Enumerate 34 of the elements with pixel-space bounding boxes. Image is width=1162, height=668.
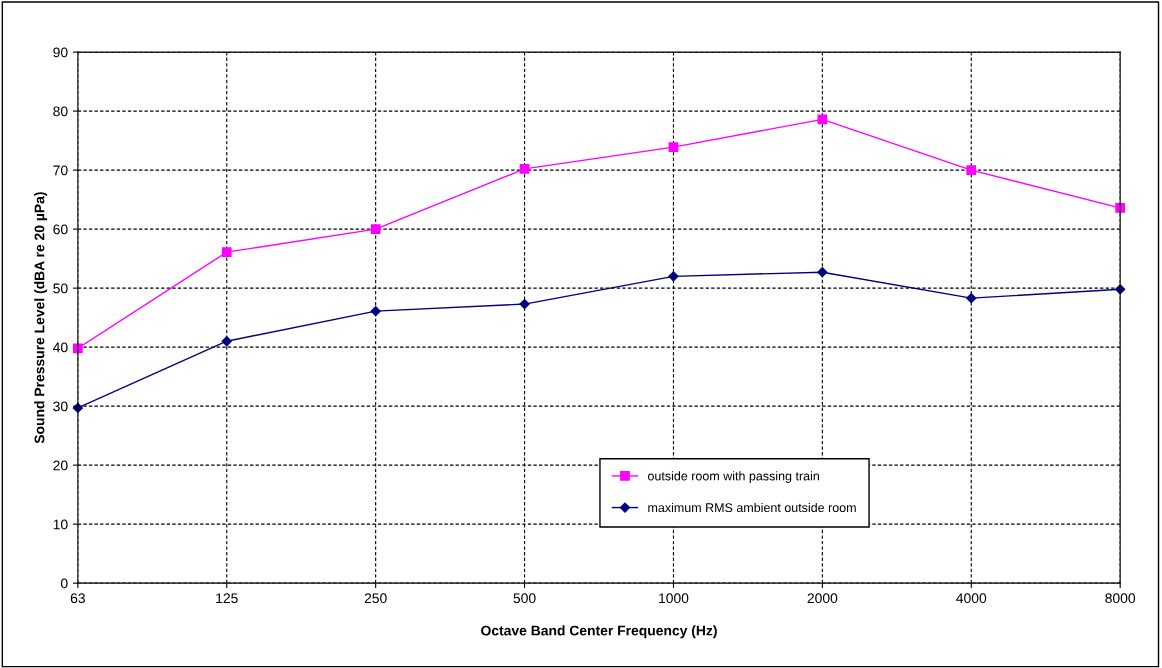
point	[370, 306, 381, 317]
x-tick-label: 250	[364, 593, 387, 604]
legend-label: maximum RMS ambient outside room	[648, 502, 856, 513]
point	[519, 298, 530, 310]
y-tick-label: 30	[53, 401, 68, 412]
point	[668, 271, 679, 282]
point	[1115, 203, 1126, 213]
y-tick-label: 60	[53, 224, 68, 235]
y-axis-title: Sound Pressure Level (dBA re 20 µPa)	[34, 192, 48, 444]
point	[966, 293, 977, 304]
x-tick-label: 2000	[807, 593, 838, 604]
point	[221, 336, 232, 347]
y-tick-label: 50	[53, 283, 68, 294]
y-tick-label: 90	[53, 47, 68, 58]
point	[966, 165, 977, 175]
y-tick-label: 40	[53, 342, 68, 353]
x-tick-label: 63	[70, 593, 85, 604]
point	[817, 267, 828, 278]
x-axis-title: Octave Band Center Frequency (Hz)	[481, 625, 717, 639]
x-tick-label: 8000	[1105, 593, 1136, 604]
point	[221, 247, 232, 257]
x-tick-label: 1000	[659, 593, 689, 604]
x-tick-label: 125	[216, 593, 238, 604]
y-tick-label: 80	[53, 106, 68, 117]
point	[519, 164, 530, 174]
y-tick-label: 0	[60, 578, 68, 589]
point	[668, 142, 679, 152]
x-tick-label: 500	[513, 593, 536, 604]
x-tick-label: 4000	[956, 593, 987, 604]
y-tick-label: 70	[53, 165, 68, 176]
y-tick-label: 20	[53, 460, 68, 471]
legend-label: outside room with passing train	[648, 471, 819, 483]
point	[370, 224, 381, 234]
y-tick-label: 10	[53, 519, 68, 530]
